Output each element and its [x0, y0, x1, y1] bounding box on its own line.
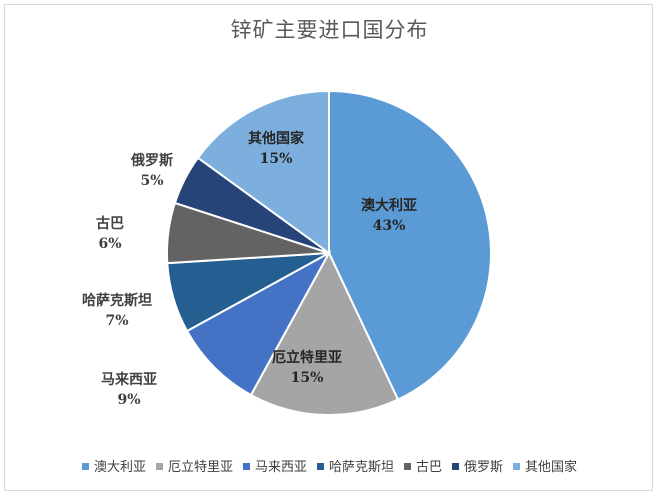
chart-legend: 澳大利亚 厄立特里亚 马来西亚 哈萨克斯坦 古巴 俄罗斯 其他国家 — [0, 456, 659, 475]
legend-item: 厄立特里亚 — [155, 456, 233, 475]
slice-value-label: 15% — [291, 370, 324, 386]
pie-slice — [328, 89, 492, 401]
pie-slice — [196, 89, 330, 255]
legend-item: 其他国家 — [513, 456, 577, 475]
legend-label: 古巴 — [416, 460, 443, 475]
legend-swatch — [316, 463, 324, 470]
pie-slice — [249, 250, 400, 416]
legend-swatch — [452, 463, 460, 470]
slice-value-label: 43% — [373, 218, 406, 234]
legend-label: 澳大利亚 — [93, 460, 146, 475]
legend-label: 哈萨克斯坦 — [328, 460, 394, 475]
slice-label: 俄罗斯 — [130, 152, 173, 169]
legend-item: 哈萨克斯坦 — [316, 456, 394, 475]
legend-item: 俄罗斯 — [452, 456, 503, 475]
legend-item: 马来西亚 — [242, 456, 307, 475]
pie-slice — [185, 250, 332, 397]
slice-value-label: 5% — [140, 173, 163, 189]
legend-label: 俄罗斯 — [464, 460, 504, 475]
legend-item: 澳大利亚 — [81, 456, 146, 475]
slice-label: 澳大利亚 — [361, 197, 417, 214]
legend-label: 马来西亚 — [254, 460, 307, 475]
legend-swatch — [242, 463, 250, 470]
legend-label: 其他国家 — [525, 460, 578, 475]
slice-label: 古巴 — [96, 215, 124, 232]
legend-item: 古巴 — [404, 456, 442, 475]
slice-label: 哈萨克斯坦 — [82, 292, 152, 309]
legend-swatch — [81, 463, 89, 470]
legend-swatch — [513, 463, 521, 470]
slice-value-label: 15% — [260, 151, 293, 167]
slice-value-label: 7% — [105, 313, 128, 329]
slice-label: 其他国家 — [248, 130, 305, 147]
legend-swatch — [155, 463, 163, 470]
legend-label: 厄立特里亚 — [167, 460, 233, 475]
slice-label: 厄立特里亚 — [272, 349, 342, 366]
chart-title: 锌矿主要进口国分布 — [230, 18, 429, 42]
legend-swatch — [404, 463, 411, 470]
slice-value-label: 9% — [117, 392, 140, 408]
slice-label: 马来西亚 — [101, 372, 157, 388]
slice-value-label: 6% — [98, 236, 121, 252]
